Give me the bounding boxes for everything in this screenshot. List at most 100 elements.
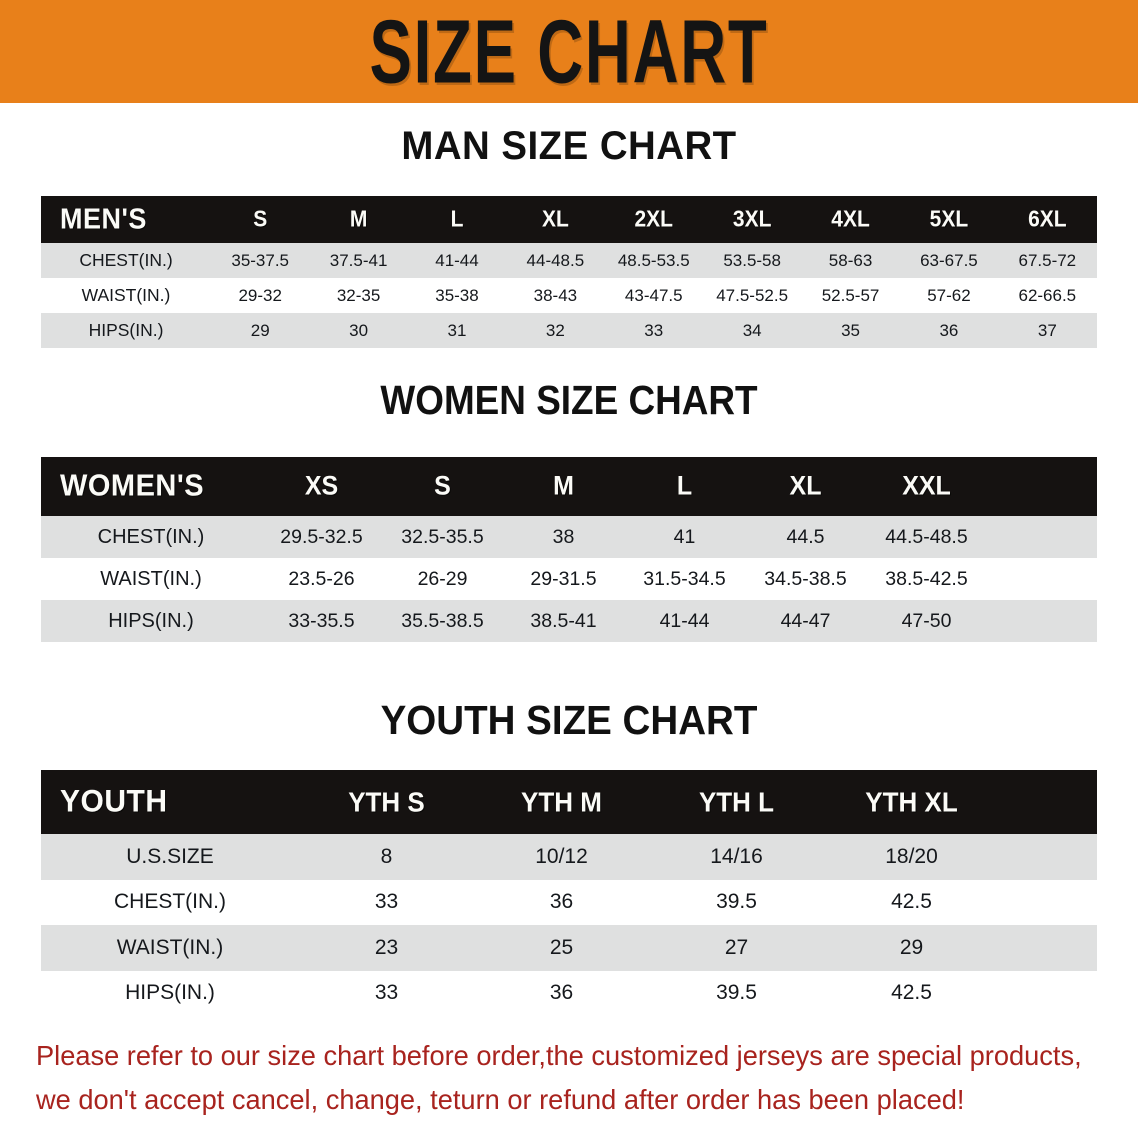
youth-cell: 10/12 [535, 844, 588, 868]
women-section-title: WOMEN SIZE CHART [380, 377, 758, 423]
footer-disclaimer-line-1: Please refer to our size chart before or… [36, 1040, 1082, 1071]
page-banner: SIZE CHART [0, 0, 1138, 103]
men-column-header: 4XL [831, 206, 870, 232]
women-cell: 23.5-26 [288, 567, 355, 590]
table-row: WAIST(IN.) 23 25 27 29 [41, 925, 1097, 971]
youth-cell: 33 [374, 890, 399, 914]
men-cell: 41-44 [435, 250, 479, 270]
women-corner-label: WOMEN'S [60, 469, 205, 503]
youth-cell: 36 [549, 981, 574, 1005]
women-column-header: M [553, 470, 574, 502]
youth-cell: 23 [374, 935, 399, 959]
women-cell: 29.5-32.5 [280, 525, 363, 548]
youth-cell: 18/20 [885, 844, 938, 868]
youth-row-label: WAIST(IN.) [116, 935, 224, 959]
men-cell: 53.5-58 [723, 250, 781, 270]
youth-cell: 25 [549, 935, 574, 959]
youth-size-table: YOUTH YTH S YTH M YTH L YTH XL U.S.SIZE … [41, 770, 1097, 1016]
table-row: HIPS(IN.) 33-35.5 35.5-38.5 38.5-41 41-4… [41, 600, 1097, 642]
youth-cell: 39.5 [716, 890, 757, 914]
youth-cell: 42.5 [891, 890, 932, 914]
women-row-label: WAIST(IN.) [100, 567, 202, 590]
men-column-header: 2XL [634, 206, 674, 232]
youth-column-header: YTH XL [865, 785, 958, 818]
table-row: CHEST(IN.) 33 36 39.5 42.5 [41, 879, 1097, 925]
men-cell: 35 [841, 320, 860, 340]
table-row: WAIST(IN.) 29-32 32-35 35-38 38-43 43-47… [41, 278, 1097, 313]
youth-section-title: YOUTH SIZE CHART [380, 697, 758, 743]
women-cell: 38 [552, 525, 575, 548]
men-cell: 62-66.5 [1018, 285, 1077, 305]
men-cell: 36 [939, 320, 959, 340]
men-cell: 48.5-53.5 [617, 250, 690, 270]
youth-column-header: YTH S [348, 785, 425, 818]
men-column-header: XL [541, 206, 569, 232]
banner-title: SIZE CHART [369, 0, 769, 102]
footer-disclaimer-line-2: we don't accept cancel, change, teturn o… [36, 1084, 965, 1115]
women-cell: 44-47 [780, 609, 831, 632]
men-cell: 29-32 [238, 285, 282, 305]
women-cell: 38.5-41 [530, 609, 597, 632]
women-cell: 32.5-35.5 [401, 525, 484, 548]
women-cell: 33-35.5 [288, 609, 355, 632]
youth-cell: 33 [374, 981, 399, 1005]
men-column-header: S [253, 206, 268, 232]
men-cell: 34 [742, 320, 762, 340]
men-cell: 35-37.5 [231, 250, 290, 270]
women-cell: 47-50 [901, 609, 952, 632]
men-cell: 31 [447, 320, 467, 340]
men-cell: 32 [545, 320, 565, 340]
women-cell: 29-31.5 [530, 567, 597, 590]
men-cell: 38-43 [533, 285, 578, 305]
men-cell: 47.5-52.5 [716, 285, 789, 305]
men-column-header: 3XL [732, 206, 772, 232]
man-section-title: MAN SIZE CHART [401, 124, 737, 168]
youth-row-label: U.S.SIZE [126, 844, 214, 868]
men-table-header-row: MEN'S S M L XL 2XL 3XL 4XL 5XL 6XL [41, 196, 1097, 243]
youth-table-header-row: YOUTH YTH S YTH M YTH L YTH XL [41, 770, 1097, 834]
youth-row-label: HIPS(IN.) [125, 981, 215, 1005]
men-cell: 37 [1037, 320, 1057, 340]
women-cell: 41 [673, 525, 696, 548]
men-row-label: CHEST(IN.) [79, 250, 173, 270]
men-column-header: M [349, 206, 368, 232]
women-cell: 35.5-38.5 [401, 609, 484, 632]
women-column-header: XL [789, 470, 822, 502]
table-row: CHEST(IN.) 29.5-32.5 32.5-35.5 38 41 44.… [41, 516, 1097, 558]
women-column-header: S [434, 470, 451, 502]
women-cell: 38.5-42.5 [885, 567, 968, 590]
men-cell: 52.5-57 [821, 285, 880, 305]
men-cell: 29 [250, 320, 270, 340]
women-cell: 31.5-34.5 [643, 567, 726, 590]
women-column-header: XS [304, 470, 339, 502]
women-column-header: L [676, 470, 693, 502]
men-cell: 35-38 [435, 285, 479, 305]
table-row: U.S.SIZE 8 10/12 14/16 18/20 [41, 834, 1097, 880]
men-cell: 58-63 [828, 250, 873, 270]
youth-column-header: YTH M [521, 785, 602, 818]
women-cell: 44.5-48.5 [885, 525, 968, 548]
youth-cell: 8 [380, 844, 393, 868]
women-cell: 44.5 [786, 525, 825, 548]
men-row-label: HIPS(IN.) [88, 320, 164, 340]
women-table-header-row: WOMEN'S XS S M L XL XXL [41, 457, 1097, 516]
youth-cell: 27 [724, 935, 749, 959]
men-cell: 67.5-72 [1018, 250, 1077, 270]
youth-cell: 29 [899, 935, 924, 959]
men-column-header: 6XL [1028, 206, 1067, 232]
men-cell: 32-35 [336, 285, 381, 305]
youth-cell: 42.5 [891, 981, 932, 1005]
men-size-table: MEN'S S M L XL 2XL 3XL 4XL 5XL 6XL CHEST… [41, 196, 1097, 348]
women-cell: 41-44 [659, 609, 710, 632]
table-row: HIPS(IN.) 29 30 31 32 33 34 35 36 37 [41, 313, 1097, 348]
youth-cell: 14/16 [710, 844, 763, 868]
men-cell: 37.5-41 [329, 250, 388, 270]
women-row-label: HIPS(IN.) [108, 609, 194, 632]
women-size-table: WOMEN'S XS S M L XL XXL CHEST(IN.) 29.5-… [41, 457, 1097, 642]
table-row: HIPS(IN.) 33 36 39.5 42.5 [41, 970, 1097, 1016]
footer-disclaimer: Please refer to our size chart before or… [36, 1034, 1095, 1122]
table-row: WAIST(IN.) 23.5-26 26-29 29-31.5 31.5-34… [41, 558, 1097, 600]
table-row: CHEST(IN.) 35-37.5 37.5-41 41-44 44-48.5… [41, 243, 1097, 278]
youth-cell: 39.5 [716, 981, 757, 1005]
